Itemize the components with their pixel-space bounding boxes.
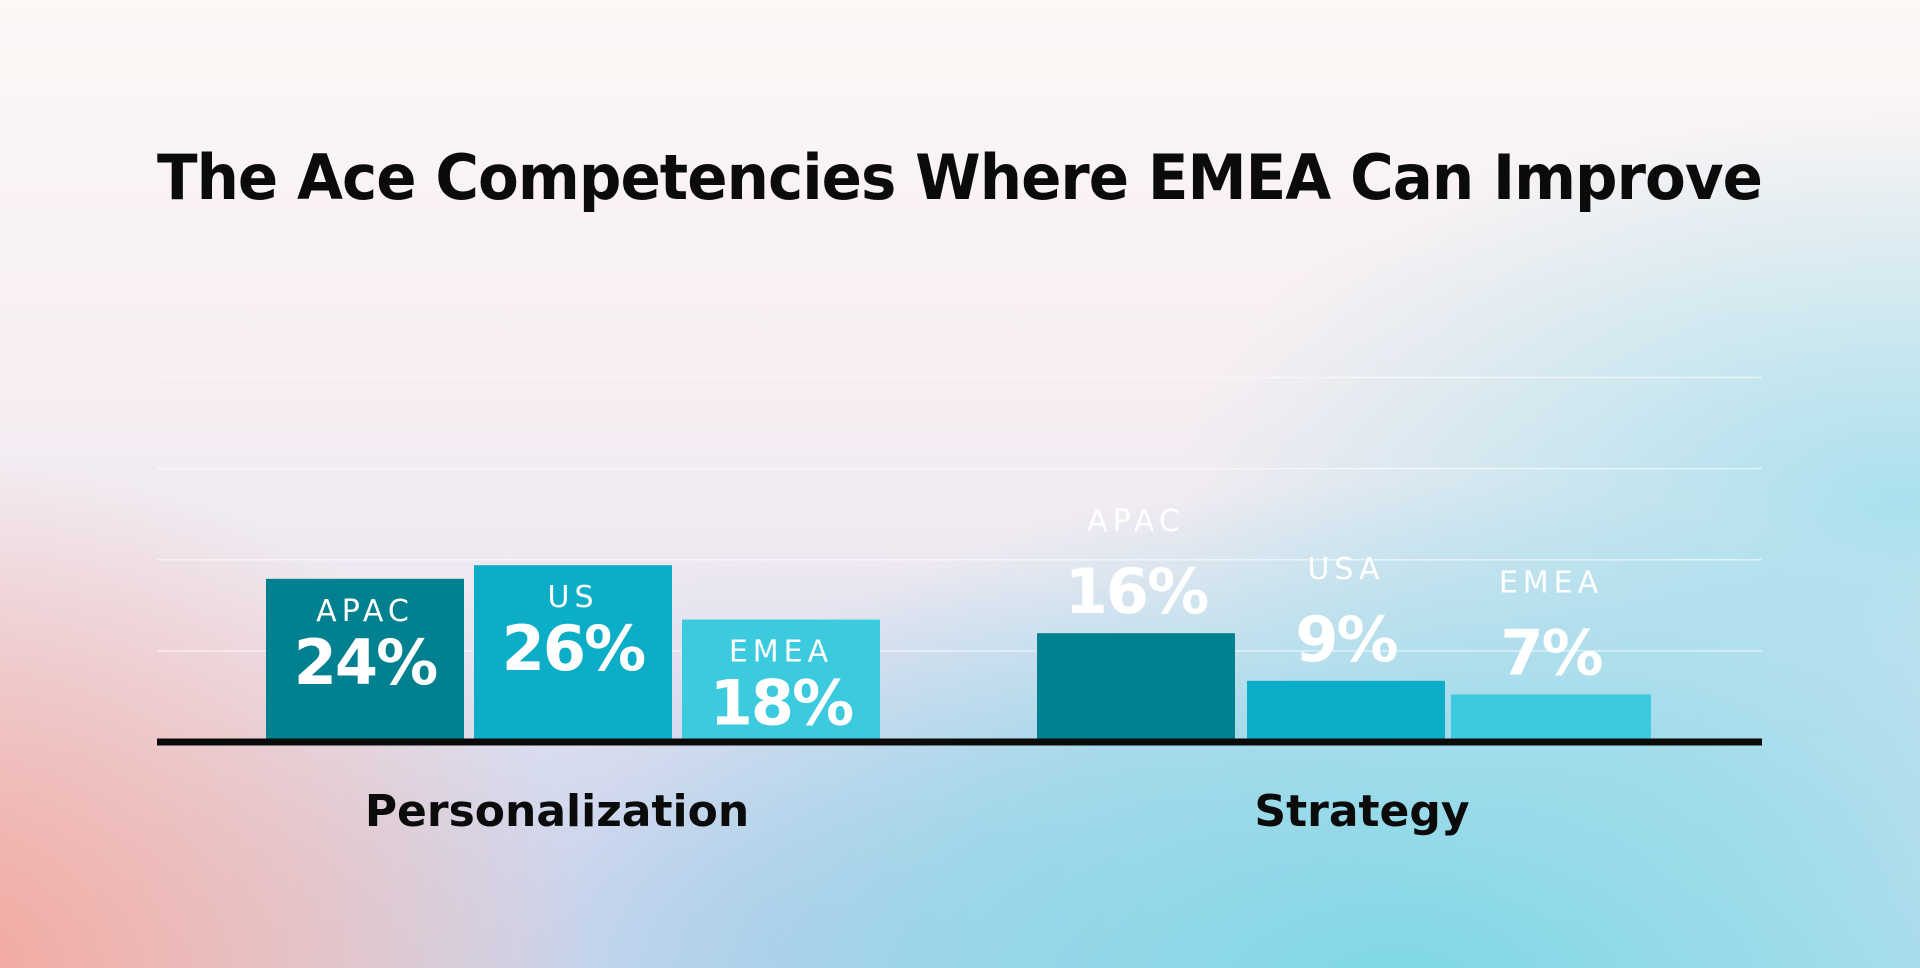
gridlines — [157, 376, 1762, 652]
bar-personalization-us — [474, 565, 672, 742]
bar-value-label: 9% — [1295, 603, 1397, 676]
bar-region-label: APAC — [316, 594, 414, 629]
bar-strategy-emea — [1451, 694, 1651, 742]
bar-value-label: 16% — [1065, 555, 1208, 628]
bar-region-label: APAC — [1087, 504, 1185, 539]
bar-value-label: 24% — [294, 626, 437, 699]
bar-region-label: EMEA — [1499, 565, 1603, 600]
bar-strategy-usa — [1247, 680, 1445, 742]
category-label-strategy: Strategy — [1254, 786, 1469, 837]
category-labels: Personalization Strategy — [365, 786, 1470, 837]
bar-region-label: EMEA — [729, 635, 833, 670]
bar-value-label: 18% — [710, 667, 853, 740]
category-label-personalization: Personalization — [365, 786, 749, 837]
bar-personalization-emea — [682, 619, 880, 742]
bar-value-label: 7% — [1500, 616, 1602, 689]
bars — [266, 565, 1651, 742]
bar-personalization-apac — [266, 578, 464, 742]
bar-value-label: 26% — [502, 612, 645, 685]
bar-region-label: USA — [1307, 552, 1384, 587]
chart-title: The Ace Competencies Where EMEA Can Impr… — [157, 141, 1762, 214]
bar-strategy-apac — [1037, 633, 1235, 742]
bar-region-label: US — [547, 580, 598, 615]
